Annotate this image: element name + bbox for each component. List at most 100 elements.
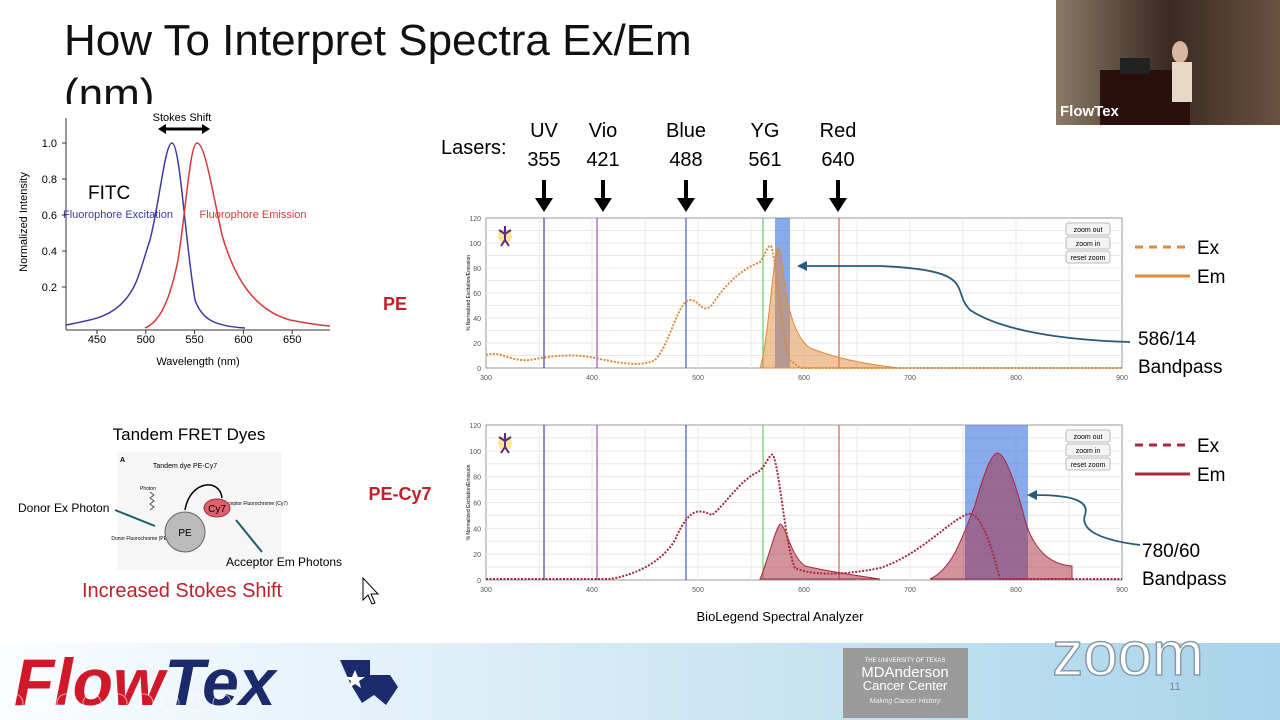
- x-tick-label: 300: [480, 375, 492, 382]
- toolbar-button[interactable]: [30, 693, 50, 713]
- zoom-button-label[interactable]: zoom out: [1074, 227, 1103, 234]
- pe-label: PE: [383, 294, 407, 314]
- excitation-curve: [65, 142, 246, 329]
- dye-label: FITC: [88, 183, 130, 204]
- laser-wavelength: 355: [527, 149, 560, 171]
- laser-wavelength: 421: [586, 149, 619, 171]
- arrow: [114, 509, 156, 527]
- zoom-button-label[interactable]: reset zoom: [1071, 462, 1106, 469]
- laser-name: YG: [751, 120, 780, 142]
- laser-wavelength: 640: [821, 149, 854, 171]
- zoom-button-label[interactable]: reset zoom: [1071, 255, 1106, 262]
- pe-spectrum: 0 20 40 60 80 100 120 300 400 500 600 700 800 900 % No…: [466, 216, 1226, 382]
- x-tick-label: 700: [904, 375, 916, 382]
- y-tick-label: 40: [473, 526, 481, 533]
- y-tick-label: 120: [469, 216, 481, 223]
- laser-arrow: [677, 198, 695, 212]
- laser-arrow: [756, 198, 774, 212]
- legend-label: Em: [1197, 267, 1226, 288]
- laser-arrow: [829, 198, 847, 212]
- person: [1172, 41, 1188, 63]
- legend-label: Ex: [1197, 238, 1220, 259]
- logo-figure: [498, 226, 512, 247]
- laptop: [1120, 58, 1150, 74]
- laser-name: Vio: [589, 120, 618, 142]
- stokes-label: Stokes Shift: [153, 112, 212, 124]
- legend-label: Ex: [1197, 436, 1220, 457]
- institution-text: Cancer Center: [863, 678, 948, 693]
- y-tick-label: 80: [473, 266, 481, 273]
- toolbar-button[interactable]: [160, 693, 180, 713]
- x-tick-label: 400: [586, 587, 598, 594]
- toolbar-button[interactable]: [4, 693, 24, 713]
- x-tick-label: 300: [480, 587, 492, 594]
- donor-photon-label: Donor Ex Photon: [18, 501, 109, 515]
- logo-part: Flow: [14, 645, 168, 719]
- y-tick-label: 100: [469, 241, 481, 248]
- y-axis-label: % Normalized Excitation/Emission: [466, 255, 472, 331]
- y-tick-label: 60: [473, 291, 481, 298]
- toolbar-button[interactable]: [134, 693, 154, 713]
- acceptor-photons-label: Acceptor Em Photons: [226, 555, 342, 569]
- photon-wave: [149, 491, 155, 511]
- emission-curve: [144, 142, 331, 329]
- x-tick-label: 700: [904, 587, 916, 594]
- toolbar-button[interactable]: [82, 693, 102, 713]
- x-axis-label: Wavelength (nm): [156, 356, 239, 368]
- y-tick-label: 0.2: [42, 282, 57, 294]
- star: [345, 670, 365, 688]
- zoom-button[interactable]: [1065, 443, 1111, 457]
- photon-label: Photon: [140, 486, 156, 492]
- zoom-button[interactable]: [1065, 236, 1111, 250]
- zoom-button[interactable]: [1065, 222, 1111, 236]
- x-tick-label: 900: [1116, 375, 1128, 382]
- toolbar-button[interactable]: [56, 693, 76, 713]
- laser-wavelength: 561: [748, 149, 781, 171]
- zoom-button-label[interactable]: zoom in: [1076, 448, 1101, 455]
- zoom-button[interactable]: [1065, 250, 1111, 264]
- y-tick-label: 0: [477, 578, 481, 585]
- donor-node: [164, 511, 206, 553]
- excitation-label: Fluorophore Excitation: [63, 209, 173, 221]
- x-tick-label: 800: [1010, 375, 1022, 382]
- figure-panel: [117, 452, 282, 570]
- page-number: 11: [1169, 681, 1180, 693]
- y-tick-label: 0.4: [42, 246, 57, 258]
- toolbar-button[interactable]: [212, 693, 232, 713]
- person: [1172, 62, 1192, 102]
- y-tick-label: 120: [469, 423, 481, 430]
- y-axis-label: Normalized Intensity: [18, 172, 30, 272]
- zoom-button-label[interactable]: zoom in: [1076, 241, 1101, 248]
- excitation-curve: [485, 244, 1122, 369]
- tandem-diagram: Tandem FRET Dyes A Tandem dye PE-Cy7 Pho…: [18, 425, 342, 602]
- y-tick-label: 60: [473, 501, 481, 508]
- y-tick-label: 80: [473, 475, 481, 482]
- heading: Tandem FRET Dyes: [113, 425, 266, 444]
- lasers: UV 355 Vio 421 Blue 488 YG 561 Red 640: [527, 120, 856, 212]
- y-tick-label: 100: [469, 449, 481, 456]
- webcam-label: FlowTex: [1060, 103, 1120, 120]
- laser-name: Red: [820, 120, 857, 142]
- toolbar-button[interactable]: [108, 693, 128, 713]
- zoom-button-label[interactable]: zoom out: [1074, 434, 1103, 441]
- x-tick-label: 650: [283, 334, 301, 346]
- institution-box: [843, 648, 968, 718]
- excitation-curve: [486, 453, 1122, 580]
- acceptor-label: Acceptor Fluorochrome (Cy7): [222, 501, 288, 507]
- zoom-button[interactable]: [1065, 457, 1111, 471]
- toolbar-button[interactable]: [186, 693, 206, 713]
- zoom-button[interactable]: [1065, 429, 1111, 443]
- y-tick-label: 1.0: [42, 138, 57, 150]
- x-tick-label: 500: [137, 334, 155, 346]
- app-watermark: zoom: [1052, 620, 1204, 689]
- x-tick-label: 550: [185, 334, 203, 346]
- excitation-label: Fluorophore Excitation: [63, 209, 173, 221]
- emission-area: [759, 247, 901, 369]
- x-tick-label: 600: [798, 587, 810, 594]
- slide-title: How To Interpret Spectra Ex/Em (nm): [64, 16, 692, 104]
- y-axis-label: % Normalized Excitation/Emission: [466, 464, 472, 540]
- x-tick-label: 900: [1116, 587, 1128, 594]
- emission-label: Fluorophore Emission: [200, 209, 307, 221]
- institution-text: MDAnderson: [861, 664, 949, 681]
